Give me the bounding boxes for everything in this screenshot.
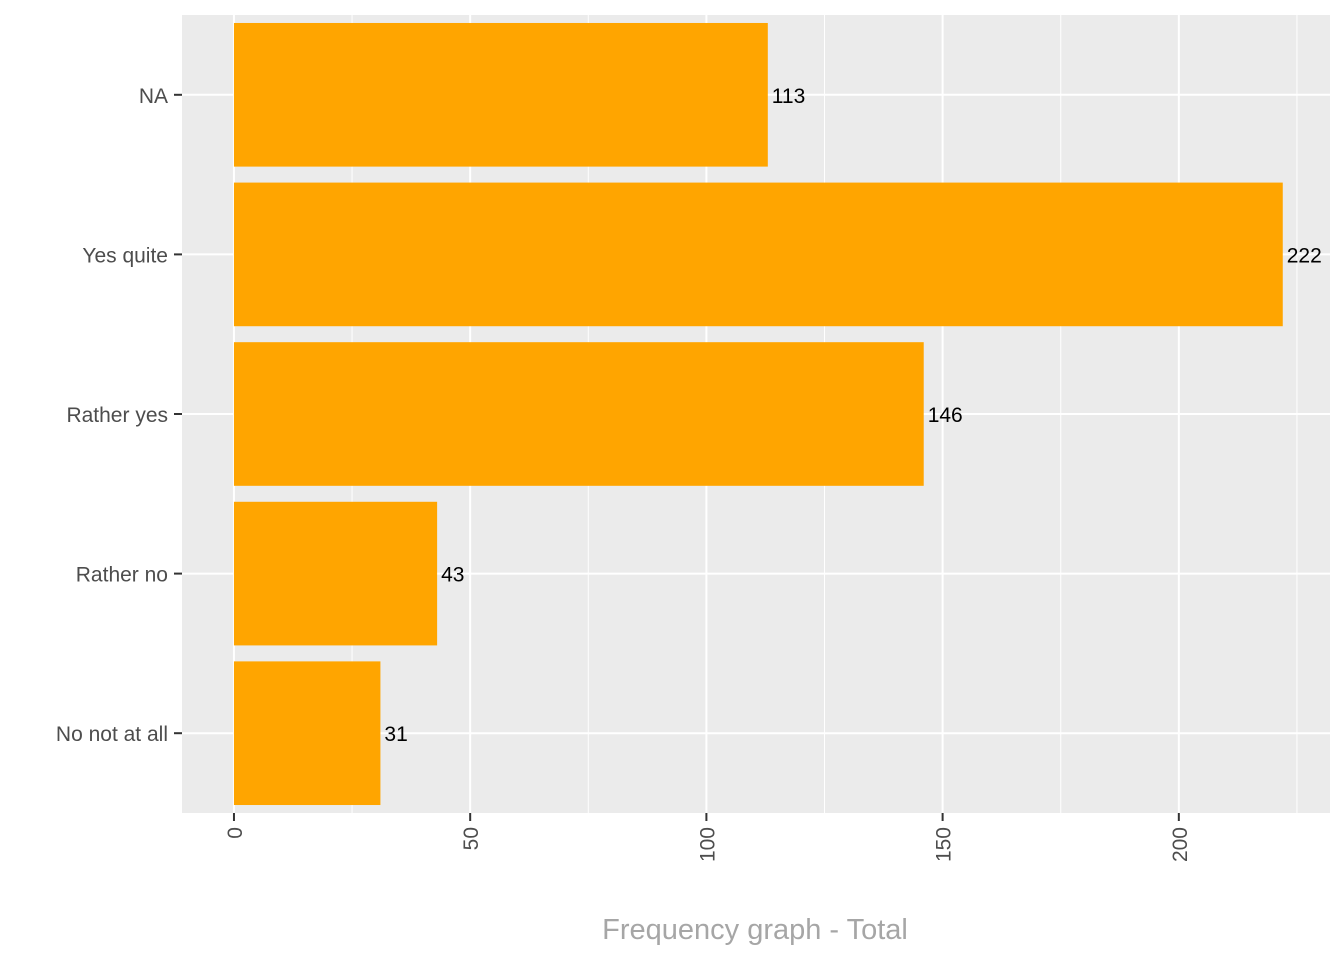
data-label: 222 (1287, 244, 1322, 267)
bar (233, 182, 1283, 327)
bar (233, 501, 438, 646)
x-tick-label: 100 (696, 827, 719, 862)
x-axis-title: Frequency graph - Total (602, 914, 908, 946)
x-tick-label: 0 (224, 827, 247, 839)
y-tick-label: Rather yes (66, 404, 168, 427)
bar (233, 342, 924, 486)
data-label: 146 (928, 404, 963, 427)
data-label: 31 (384, 723, 407, 746)
bars (233, 22, 1283, 806)
x-axis: 0 50 100 150 200 (224, 813, 1192, 862)
x-tick-label: 50 (460, 827, 483, 850)
data-labels: 113 222 146 43 31 (384, 85, 1321, 746)
y-tick-label: NA (139, 85, 168, 108)
bar (233, 22, 768, 167)
y-axis: NA Yes quite Rather yes Rather no No not at … (56, 85, 182, 746)
data-label: 43 (441, 564, 464, 587)
x-tick-label: 200 (1169, 827, 1192, 862)
x-tick-label: 150 (933, 827, 956, 862)
bar (233, 661, 381, 806)
y-tick-label: Yes quite (82, 244, 168, 267)
y-tick-label: Rather no (76, 564, 168, 587)
y-tick-label: No not at all (56, 723, 168, 746)
data-label: 113 (772, 85, 805, 108)
